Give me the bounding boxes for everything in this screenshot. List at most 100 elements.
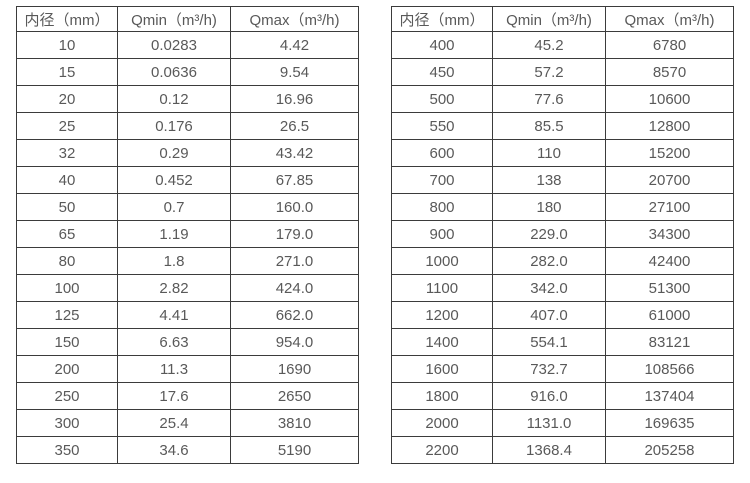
diameter-cell: 1400 (391, 328, 493, 356)
qmax-cell: 4.42 (230, 31, 359, 59)
diameter-cell: 250 (16, 382, 118, 410)
table-row: 400 45.2 6780 (391, 31, 734, 59)
column-header: Qmin（m³/h) (492, 6, 606, 32)
qmin-cell: 1131.0 (492, 409, 606, 437)
qmin-cell: 85.5 (492, 112, 606, 140)
qmin-cell: 1.19 (117, 220, 231, 248)
table-row: 1100 342.0 51300 (391, 274, 734, 302)
table-row: 450 57.2 8570 (391, 58, 734, 86)
qmin-cell: 0.0283 (117, 31, 231, 59)
column-header: Qmin（m³/h) (117, 6, 231, 32)
diameter-cell: 150 (16, 328, 118, 356)
table-row: 900 229.0 34300 (391, 220, 734, 248)
table-row: 700 138 20700 (391, 166, 734, 194)
diameter-cell: 1800 (391, 382, 493, 410)
column-header: 内径（mm） (16, 6, 118, 32)
qmin-cell: 0.7 (117, 193, 231, 221)
qmin-cell: 732.7 (492, 355, 606, 383)
table-row: 50 0.7 160.0 (16, 193, 359, 221)
table-row: 80 1.8 271.0 (16, 247, 359, 275)
header-row: 内径（mm） Qmin（m³/h) Qmax（m³/h) (391, 6, 734, 32)
table-row: 2200 1368.4 205258 (391, 436, 734, 464)
diameter-cell: 450 (391, 58, 493, 86)
table-row: 40 0.452 67.85 (16, 166, 359, 194)
diameter-cell: 1200 (391, 301, 493, 329)
table-row: 350 34.6 5190 (16, 436, 359, 464)
qmin-cell: 1368.4 (492, 436, 606, 464)
qmin-cell: 0.176 (117, 112, 231, 140)
table-row: 32 0.29 43.42 (16, 139, 359, 167)
qmin-cell: 4.41 (117, 301, 231, 329)
table-row: 500 77.6 10600 (391, 85, 734, 113)
qmin-cell: 342.0 (492, 274, 606, 302)
diameter-cell: 20 (16, 85, 118, 113)
column-header: 内径（mm） (391, 6, 493, 32)
qmin-cell: 57.2 (492, 58, 606, 86)
table-row: 150 6.63 954.0 (16, 328, 359, 356)
qmax-cell: 51300 (605, 274, 734, 302)
qmin-cell: 138 (492, 166, 606, 194)
table-row: 300 25.4 3810 (16, 409, 359, 437)
qmax-cell: 10600 (605, 85, 734, 113)
qmax-cell: 8570 (605, 58, 734, 86)
diameter-cell: 32 (16, 139, 118, 167)
qmax-cell: 6780 (605, 31, 734, 59)
table-row: 100 2.82 424.0 (16, 274, 359, 302)
qmin-cell: 17.6 (117, 382, 231, 410)
column-header: Qmax（m³/h) (605, 6, 734, 32)
qmax-cell: 15200 (605, 139, 734, 167)
diameter-cell: 800 (391, 193, 493, 221)
qmin-cell: 0.0636 (117, 58, 231, 86)
table-row: 10 0.0283 4.42 (16, 31, 359, 59)
qmin-cell: 77.6 (492, 85, 606, 113)
qmax-cell: 3810 (230, 409, 359, 437)
qmin-cell: 407.0 (492, 301, 606, 329)
table-row: 15 0.0636 9.54 (16, 58, 359, 86)
qmax-cell: 61000 (605, 301, 734, 329)
qmax-cell: 20700 (605, 166, 734, 194)
qmin-cell: 0.29 (117, 139, 231, 167)
qmax-cell: 42400 (605, 247, 734, 275)
diameter-cell: 100 (16, 274, 118, 302)
diameter-cell: 40 (16, 166, 118, 194)
qmin-cell: 180 (492, 193, 606, 221)
table-row: 250 17.6 2650 (16, 382, 359, 410)
diameter-cell: 200 (16, 355, 118, 383)
table-row: 65 1.19 179.0 (16, 220, 359, 248)
diameter-cell: 2200 (391, 436, 493, 464)
column-header: Qmax（m³/h) (230, 6, 359, 32)
diameter-cell: 1100 (391, 274, 493, 302)
qmin-cell: 0.12 (117, 85, 231, 113)
qmax-cell: 137404 (605, 382, 734, 410)
table-row: 800 180 27100 (391, 193, 734, 221)
diameter-cell: 80 (16, 247, 118, 275)
header-row: 内径（mm） Qmin（m³/h) Qmax（m³/h) (16, 6, 359, 32)
qmin-cell: 11.3 (117, 355, 231, 383)
flow-rate-tables: 内径（mm） Qmin（m³/h) Qmax（m³/h) 10 0.0283 4.42 1… (16, 6, 734, 464)
diameter-cell: 50 (16, 193, 118, 221)
qmin-cell: 1.8 (117, 247, 231, 275)
table-row: 1400 554.1 83121 (391, 328, 734, 356)
table-row: 1800 916.0 137404 (391, 382, 734, 410)
table-row: 125 4.41 662.0 (16, 301, 359, 329)
qmax-cell: 5190 (230, 436, 359, 464)
qmax-cell: 160.0 (230, 193, 359, 221)
qmax-cell: 954.0 (230, 328, 359, 356)
diameter-cell: 300 (16, 409, 118, 437)
qmin-cell: 6.63 (117, 328, 231, 356)
qmin-cell: 2.82 (117, 274, 231, 302)
diameter-cell: 500 (391, 85, 493, 113)
table-row: 600 110 15200 (391, 139, 734, 167)
diameter-cell: 1600 (391, 355, 493, 383)
qmax-cell: 1690 (230, 355, 359, 383)
table-row: 200 11.3 1690 (16, 355, 359, 383)
table-row: 1200 407.0 61000 (391, 301, 734, 329)
qmax-cell: 662.0 (230, 301, 359, 329)
qmax-cell: 26.5 (230, 112, 359, 140)
qmax-cell: 2650 (230, 382, 359, 410)
diameter-cell: 2000 (391, 409, 493, 437)
qmax-cell: 34300 (605, 220, 734, 248)
qmin-cell: 110 (492, 139, 606, 167)
qmin-cell: 34.6 (117, 436, 231, 464)
